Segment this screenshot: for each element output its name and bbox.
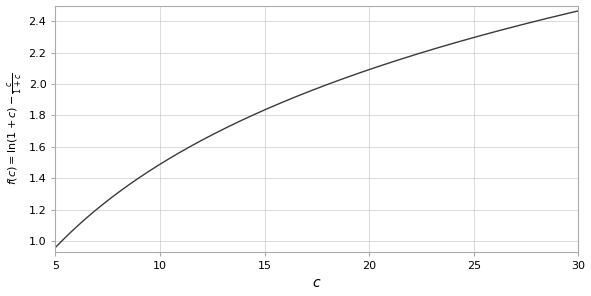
Y-axis label: $f(c) = \ln(1+c) - \frac{c}{1+c}$: $f(c) = \ln(1+c) - \frac{c}{1+c}$ — [5, 73, 24, 185]
X-axis label: $c$: $c$ — [312, 276, 322, 290]
